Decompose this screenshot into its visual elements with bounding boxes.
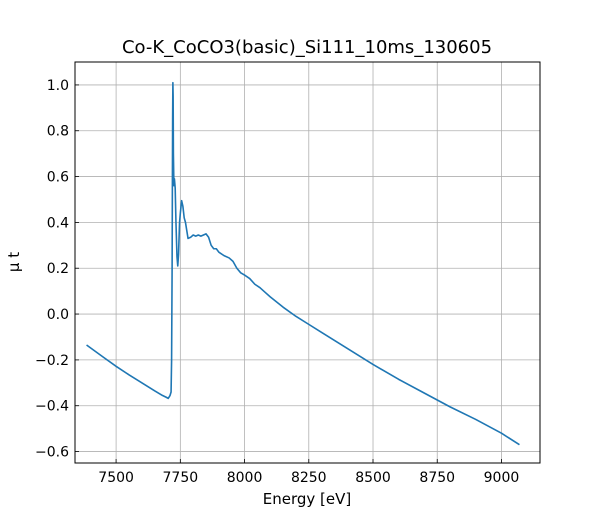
x-tick-labels: 7500 7750 8000 8250 8500 8750 9000	[98, 470, 519, 486]
x-tick-label: 8000	[227, 470, 263, 486]
y-tick-labels: −0.6 −0.4 −0.2 0.0 0.2 0.4 0.6 0.8 1.0	[35, 78, 69, 461]
y-tick-label: 0.2	[47, 261, 69, 277]
y-tick-label: −0.6	[35, 445, 69, 461]
x-tick-label: 7750	[163, 470, 199, 486]
y-axis-label: μ t	[5, 252, 23, 272]
chart-title: Co-K_CoCO3(basic)_Si111_10ms_130605	[122, 37, 492, 58]
y-tick-label: −0.4	[35, 399, 69, 415]
x-tick-label: 8500	[355, 470, 391, 486]
x-tick-label: 8250	[291, 470, 327, 486]
y-tick-label: 0.0	[47, 307, 69, 323]
plot-frame	[74, 61, 541, 464]
y-tick-label: 0.4	[47, 215, 69, 231]
y-tick-label: 0.8	[47, 124, 69, 140]
x-tick-label: 8750	[419, 470, 455, 486]
series-line	[86, 81, 520, 446]
y-tick-label: 1.0	[47, 78, 69, 94]
y-tick-label: −0.2	[35, 353, 69, 369]
x-axis-label: Energy [eV]	[263, 490, 351, 508]
y-tick-label: 0.6	[47, 170, 69, 186]
series-layer	[86, 81, 520, 446]
x-tick-label: 7500	[98, 470, 134, 486]
tick-marks	[75, 84, 502, 463]
x-tick-label: 9000	[484, 470, 520, 486]
grid-lines	[75, 62, 540, 463]
